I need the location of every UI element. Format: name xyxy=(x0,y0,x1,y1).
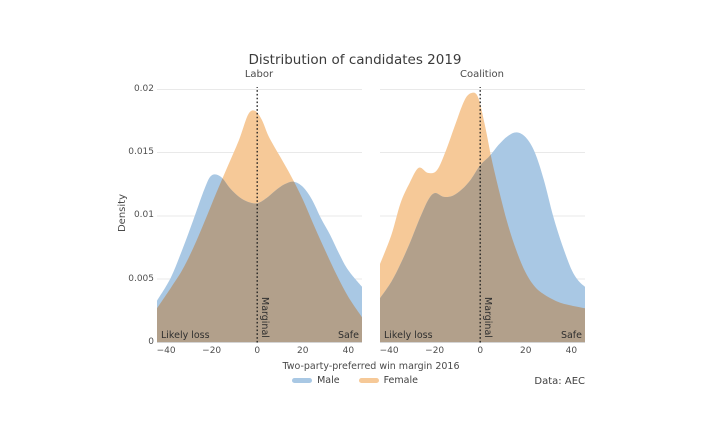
x-axis-title: Two-party-preferred win margin 2016 xyxy=(282,361,460,372)
x-tick-label: −20 xyxy=(425,346,445,356)
x-tick-label: 0 xyxy=(254,346,261,356)
x-tick-label: 20 xyxy=(520,346,532,356)
y-tick-label: 0.01 xyxy=(133,210,154,221)
y-tick-label: 0.005 xyxy=(128,273,154,284)
x-tick-label: 0 xyxy=(477,346,484,356)
y-tick-label: 0.02 xyxy=(133,83,154,94)
legend-label-male[interactable]: Male xyxy=(317,375,340,386)
annotation-likely-loss-coalition: Likely loss xyxy=(384,330,433,341)
x-tick-label: −20 xyxy=(202,346,222,356)
y-tick-label: 0 xyxy=(148,337,154,347)
legend-swatch-female[interactable] xyxy=(358,378,379,383)
y-tick-label: 0.015 xyxy=(128,147,154,158)
annotation-safe-labor: Safe xyxy=(337,330,359,341)
annotation-marginal-labor: Marginal xyxy=(259,297,270,338)
legend-label-female[interactable]: Female xyxy=(383,375,418,386)
x-tick-label: 40 xyxy=(342,346,355,356)
annotation-marginal-coalition: Marginal xyxy=(482,297,493,338)
x-tick-label: −40 xyxy=(379,346,399,356)
data-source-caption: Data: AEC xyxy=(534,376,585,387)
legend-swatch-male[interactable] xyxy=(292,378,313,383)
legend: Male Female xyxy=(0,375,710,386)
annotation-likely-loss-labor: Likely loss xyxy=(161,330,210,341)
facet-label-labor: Labor xyxy=(244,69,274,80)
annotation-safe-coalition: Safe xyxy=(560,330,582,341)
x-tick-label: −40 xyxy=(156,346,176,356)
chart-title: Distribution of candidates 2019 xyxy=(248,52,462,68)
x-tick-label: 20 xyxy=(297,346,309,356)
x-tick-label: 40 xyxy=(565,346,578,356)
facet-label-coalition: Coalition xyxy=(460,69,504,80)
